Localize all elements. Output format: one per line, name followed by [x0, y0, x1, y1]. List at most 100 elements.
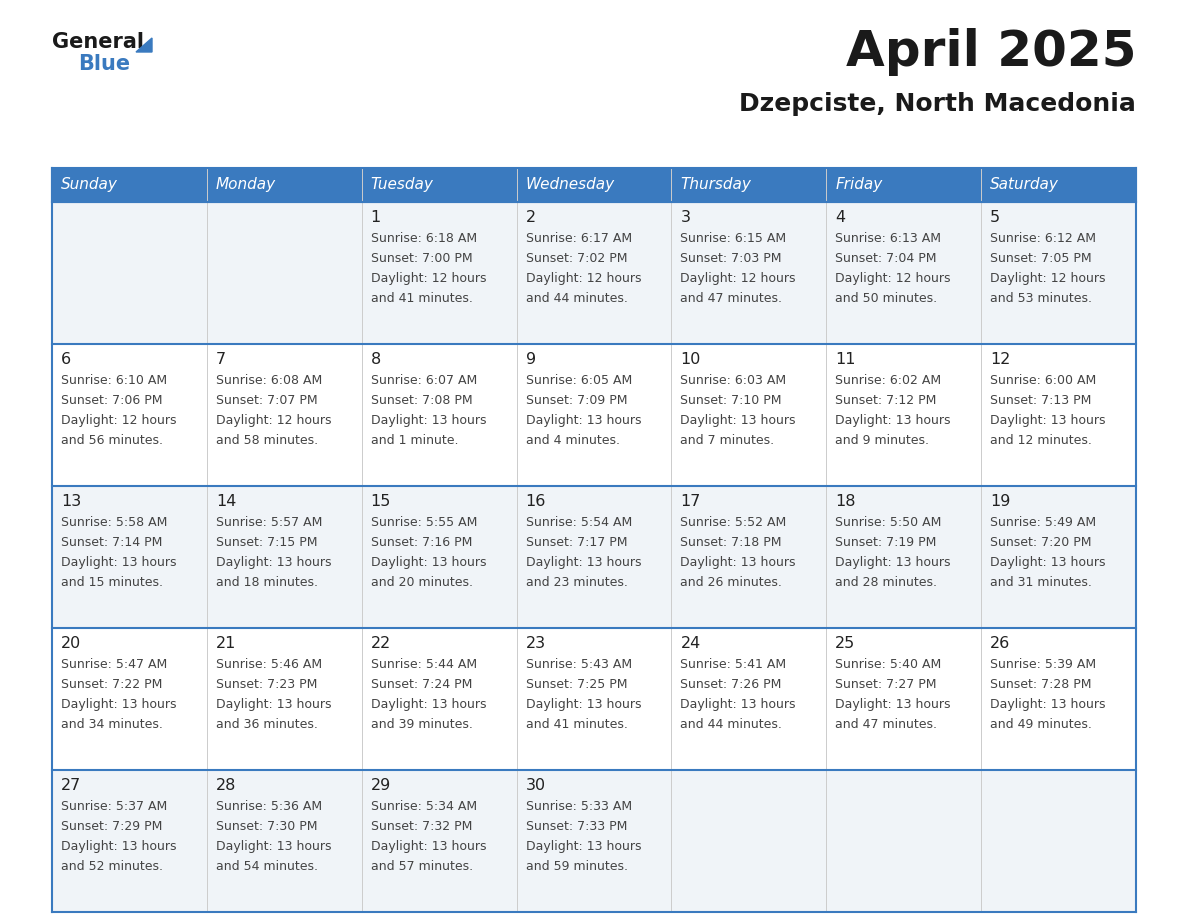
Text: 18: 18 [835, 494, 855, 509]
Text: Sunrise: 5:47 AM: Sunrise: 5:47 AM [61, 658, 168, 671]
Bar [52, 202, 1136, 344]
Bar [52, 168, 1136, 202]
Text: Sunset: 7:05 PM: Sunset: 7:05 PM [990, 252, 1092, 265]
Text: and 39 minutes.: and 39 minutes. [371, 718, 473, 731]
Text: Sunrise: 5:39 AM: Sunrise: 5:39 AM [990, 658, 1097, 671]
Text: General: General [52, 32, 144, 52]
Text: 7: 7 [216, 352, 226, 367]
Text: Daylight: 13 hours: Daylight: 13 hours [835, 698, 950, 711]
Text: and 4 minutes.: and 4 minutes. [525, 434, 620, 447]
Text: Sunset: 7:20 PM: Sunset: 7:20 PM [990, 536, 1092, 549]
Bar [361, 168, 517, 202]
Text: Sunset: 7:02 PM: Sunset: 7:02 PM [525, 252, 627, 265]
Text: Sunrise: 5:41 AM: Sunrise: 5:41 AM [681, 658, 786, 671]
Text: Sunset: 7:30 PM: Sunset: 7:30 PM [216, 820, 317, 833]
Text: 12: 12 [990, 352, 1011, 367]
Text: Sunset: 7:22 PM: Sunset: 7:22 PM [61, 678, 163, 691]
Text: 21: 21 [216, 636, 236, 651]
Text: Thursday: Thursday [681, 177, 751, 193]
Bar [671, 168, 827, 202]
Bar [52, 344, 1136, 486]
Text: Daylight: 13 hours: Daylight: 13 hours [371, 698, 486, 711]
Text: 14: 14 [216, 494, 236, 509]
Text: 11: 11 [835, 352, 855, 367]
Text: Sunrise: 5:44 AM: Sunrise: 5:44 AM [371, 658, 476, 671]
Text: and 31 minutes.: and 31 minutes. [990, 576, 1092, 589]
Text: Daylight: 13 hours: Daylight: 13 hours [681, 556, 796, 569]
Polygon shape [135, 38, 152, 52]
Text: Sunset: 7:07 PM: Sunset: 7:07 PM [216, 394, 317, 407]
Text: Friday: Friday [835, 177, 883, 193]
Text: Sunset: 7:12 PM: Sunset: 7:12 PM [835, 394, 936, 407]
Text: Sunrise: 5:46 AM: Sunrise: 5:46 AM [216, 658, 322, 671]
Text: and 28 minutes.: and 28 minutes. [835, 576, 937, 589]
Text: and 36 minutes.: and 36 minutes. [216, 718, 317, 731]
Bar [207, 168, 361, 202]
Text: Sunrise: 5:34 AM: Sunrise: 5:34 AM [371, 800, 476, 813]
Text: 27: 27 [61, 778, 81, 793]
Text: Daylight: 12 hours: Daylight: 12 hours [216, 414, 331, 427]
Text: Sunset: 7:04 PM: Sunset: 7:04 PM [835, 252, 937, 265]
Text: Sunrise: 6:10 AM: Sunrise: 6:10 AM [61, 374, 168, 387]
Text: Sunrise: 6:00 AM: Sunrise: 6:00 AM [990, 374, 1097, 387]
Text: and 23 minutes.: and 23 minutes. [525, 576, 627, 589]
Text: and 47 minutes.: and 47 minutes. [835, 718, 937, 731]
Bar [52, 168, 207, 202]
Text: Sunrise: 6:02 AM: Sunrise: 6:02 AM [835, 374, 941, 387]
Text: 16: 16 [525, 494, 546, 509]
Text: Daylight: 12 hours: Daylight: 12 hours [371, 272, 486, 285]
Text: Sunset: 7:16 PM: Sunset: 7:16 PM [371, 536, 472, 549]
Text: Sunset: 7:00 PM: Sunset: 7:00 PM [371, 252, 473, 265]
Text: Sunrise: 6:17 AM: Sunrise: 6:17 AM [525, 232, 632, 245]
Text: 19: 19 [990, 494, 1011, 509]
Text: 3: 3 [681, 210, 690, 225]
Text: 9: 9 [525, 352, 536, 367]
Text: Sunset: 7:03 PM: Sunset: 7:03 PM [681, 252, 782, 265]
Text: Daylight: 12 hours: Daylight: 12 hours [835, 272, 950, 285]
Text: Daylight: 13 hours: Daylight: 13 hours [371, 414, 486, 427]
Bar [52, 486, 1136, 628]
Text: Monday: Monday [216, 177, 276, 193]
Text: 1: 1 [371, 210, 381, 225]
Bar [981, 168, 1136, 202]
Text: Sunset: 7:15 PM: Sunset: 7:15 PM [216, 536, 317, 549]
Text: and 44 minutes.: and 44 minutes. [681, 718, 783, 731]
Text: Sunset: 7:19 PM: Sunset: 7:19 PM [835, 536, 936, 549]
Bar [517, 168, 671, 202]
Text: 17: 17 [681, 494, 701, 509]
Text: Sunday: Sunday [61, 177, 118, 193]
Text: Saturday: Saturday [990, 177, 1059, 193]
Text: 28: 28 [216, 778, 236, 793]
Text: and 54 minutes.: and 54 minutes. [216, 860, 318, 873]
Text: Sunrise: 5:57 AM: Sunrise: 5:57 AM [216, 516, 322, 529]
Bar [827, 168, 981, 202]
Text: 25: 25 [835, 636, 855, 651]
Text: and 59 minutes.: and 59 minutes. [525, 860, 627, 873]
Text: Sunset: 7:26 PM: Sunset: 7:26 PM [681, 678, 782, 691]
Text: Daylight: 12 hours: Daylight: 12 hours [525, 272, 642, 285]
Text: Tuesday: Tuesday [371, 177, 434, 193]
Text: and 20 minutes.: and 20 minutes. [371, 576, 473, 589]
Text: Sunset: 7:29 PM: Sunset: 7:29 PM [61, 820, 163, 833]
Text: 15: 15 [371, 494, 391, 509]
Text: Sunrise: 5:50 AM: Sunrise: 5:50 AM [835, 516, 942, 529]
Text: and 9 minutes.: and 9 minutes. [835, 434, 929, 447]
Text: 2: 2 [525, 210, 536, 225]
Text: Sunset: 7:18 PM: Sunset: 7:18 PM [681, 536, 782, 549]
Text: Daylight: 13 hours: Daylight: 13 hours [525, 840, 642, 853]
Text: and 41 minutes.: and 41 minutes. [525, 718, 627, 731]
Text: Daylight: 13 hours: Daylight: 13 hours [61, 698, 177, 711]
Text: and 12 minutes.: and 12 minutes. [990, 434, 1092, 447]
Text: Daylight: 13 hours: Daylight: 13 hours [835, 414, 950, 427]
Text: 20: 20 [61, 636, 81, 651]
Text: and 49 minutes.: and 49 minutes. [990, 718, 1092, 731]
Text: and 56 minutes.: and 56 minutes. [61, 434, 163, 447]
Text: 23: 23 [525, 636, 545, 651]
Text: Sunrise: 5:37 AM: Sunrise: 5:37 AM [61, 800, 168, 813]
Text: Sunrise: 5:54 AM: Sunrise: 5:54 AM [525, 516, 632, 529]
Text: Sunrise: 6:08 AM: Sunrise: 6:08 AM [216, 374, 322, 387]
Text: Daylight: 13 hours: Daylight: 13 hours [371, 556, 486, 569]
Text: Sunrise: 5:55 AM: Sunrise: 5:55 AM [371, 516, 478, 529]
Text: Sunrise: 5:36 AM: Sunrise: 5:36 AM [216, 800, 322, 813]
Text: 4: 4 [835, 210, 846, 225]
